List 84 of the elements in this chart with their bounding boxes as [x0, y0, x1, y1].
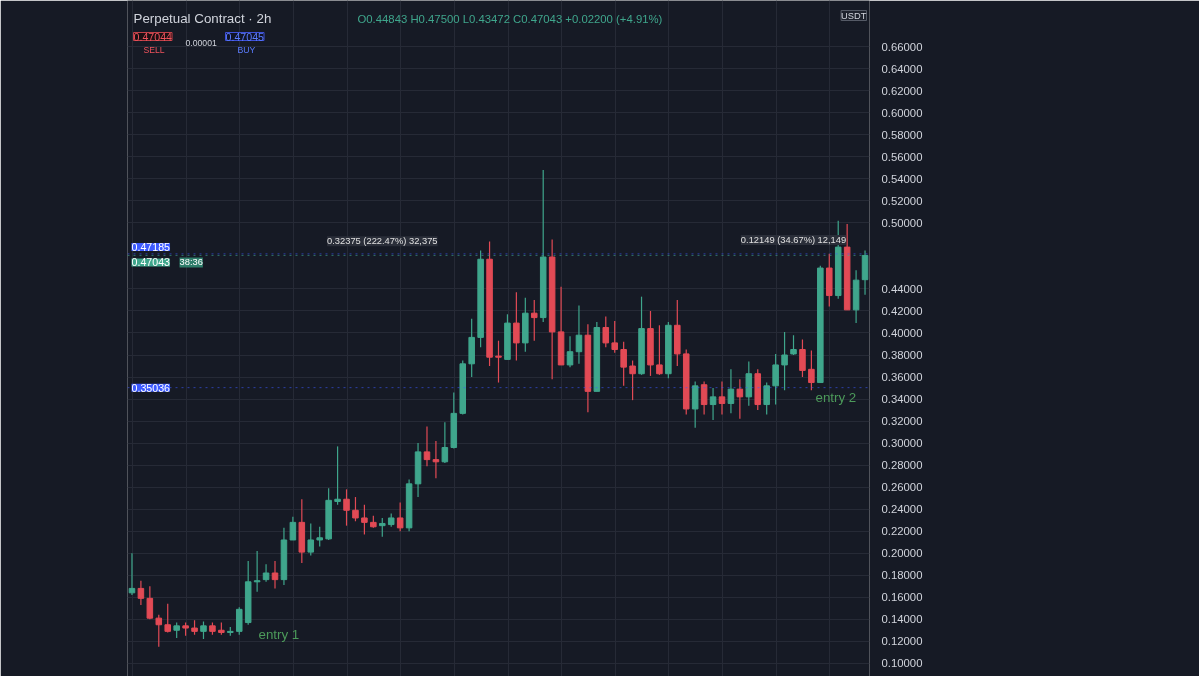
candlestick — [155, 614, 163, 648]
candlestick — [763, 381, 770, 416]
annotation: BUY — [237, 44, 256, 55]
y-tick-label: 0.64000 — [881, 62, 923, 75]
ref-line-label: 0.47185 — [131, 240, 171, 253]
y-tick-label: 0.30000 — [881, 437, 923, 450]
candlestick — [620, 341, 627, 387]
candlestick — [396, 501, 404, 532]
annotation: entry 2 — [815, 390, 857, 405]
text: O0.44843 H0.47500 L0.43472 C0.47043 +0.02200 (+4.91%) — [357, 12, 663, 25]
y-tick-label: 0.10000 — [881, 657, 923, 670]
y-tick-label: 0.42000 — [881, 304, 923, 317]
y-tick-label: 0.24000 — [881, 503, 923, 516]
candlestick — [262, 563, 270, 583]
candlestick — [441, 421, 449, 464]
candlestick — [611, 320, 618, 354]
candlestick — [709, 387, 717, 421]
candlestick — [513, 291, 520, 362]
annotation: 0.32375 (222.47%) 32,375 — [327, 236, 438, 247]
y-tick-label: 0.18000 — [881, 569, 923, 582]
candlestick — [656, 324, 663, 376]
ref-line-label: 0.47043 — [131, 256, 171, 269]
y-tick-label: 0.60000 — [881, 106, 923, 119]
candlestick — [146, 585, 154, 620]
y-tick-label: 0.58000 — [881, 128, 923, 141]
candlestick — [745, 361, 753, 407]
candlestick — [423, 425, 431, 467]
y-tick-label: 0.50000 — [881, 216, 923, 229]
candlestick — [361, 504, 368, 536]
candlestick — [253, 550, 261, 593]
candlestick — [137, 580, 145, 606]
candlestick — [379, 517, 386, 538]
candlestick — [808, 350, 815, 391]
candlestick — [736, 378, 744, 420]
candlestick — [727, 368, 735, 414]
ref-line-label: 0.35036 — [131, 381, 171, 394]
candlestick — [307, 522, 315, 556]
annotation: entry 1 — [258, 627, 300, 642]
y-tick-label: 0.28000 — [881, 459, 923, 472]
y-tick-label: 0.22000 — [881, 525, 923, 538]
y-tick-label: 0.14000 — [881, 613, 923, 626]
candlestick — [334, 445, 341, 506]
candlestick — [530, 299, 538, 342]
y-tick-label: 0.44000 — [881, 282, 923, 295]
y-tick-label: 0.40000 — [881, 327, 923, 339]
candlestick — [164, 603, 171, 634]
candlestick — [602, 315, 610, 348]
annotation: 0.12149 (34.67%) 12,149 — [740, 235, 847, 246]
annotation: 0.47045 — [225, 30, 265, 43]
y-tick-label: 0.66000 — [881, 40, 923, 53]
candlestick — [799, 339, 806, 378]
y-tick-label: 0.62000 — [881, 84, 923, 97]
candlestick — [629, 359, 636, 401]
candlestick — [432, 440, 440, 479]
candlestick — [495, 340, 502, 384]
candlestick — [566, 335, 574, 368]
candlestick — [271, 560, 279, 590]
candlestick — [316, 526, 323, 548]
candlestick — [235, 606, 243, 636]
y-tick-label: 0.52000 — [881, 194, 923, 207]
y-tick-label: 0.32000 — [881, 415, 923, 428]
candlestick — [700, 380, 708, 416]
candlestick — [289, 516, 297, 541]
annotation: 0.00001 — [185, 37, 217, 48]
annotation: 38:36 — [179, 257, 203, 268]
candlestick — [781, 331, 788, 391]
candlestick — [718, 380, 726, 416]
y-tick-label: 0.20000 — [881, 547, 923, 560]
y-tick-label: 0.54000 — [881, 172, 923, 185]
y-tick-label: 0.16000 — [881, 591, 923, 604]
y-tick-label: 0.26000 — [881, 481, 923, 494]
y-tick-label: 0.36000 — [881, 371, 923, 384]
candlestick — [691, 380, 699, 429]
y-tick-label: 0.38000 — [881, 349, 923, 362]
annotation: SELL — [143, 44, 165, 55]
y-tick-label: 0.12000 — [881, 635, 923, 648]
y-tick-label: 0.34000 — [881, 393, 923, 406]
candlestick — [772, 353, 779, 406]
candlestick — [343, 488, 350, 527]
annotation: 0.47044 — [133, 30, 173, 43]
candlestick — [352, 496, 359, 522]
text: Perpetual Contract · 2h — [133, 11, 272, 26]
y-tick-label: 0.56000 — [881, 150, 923, 163]
annotation: USDT — [841, 10, 867, 21]
